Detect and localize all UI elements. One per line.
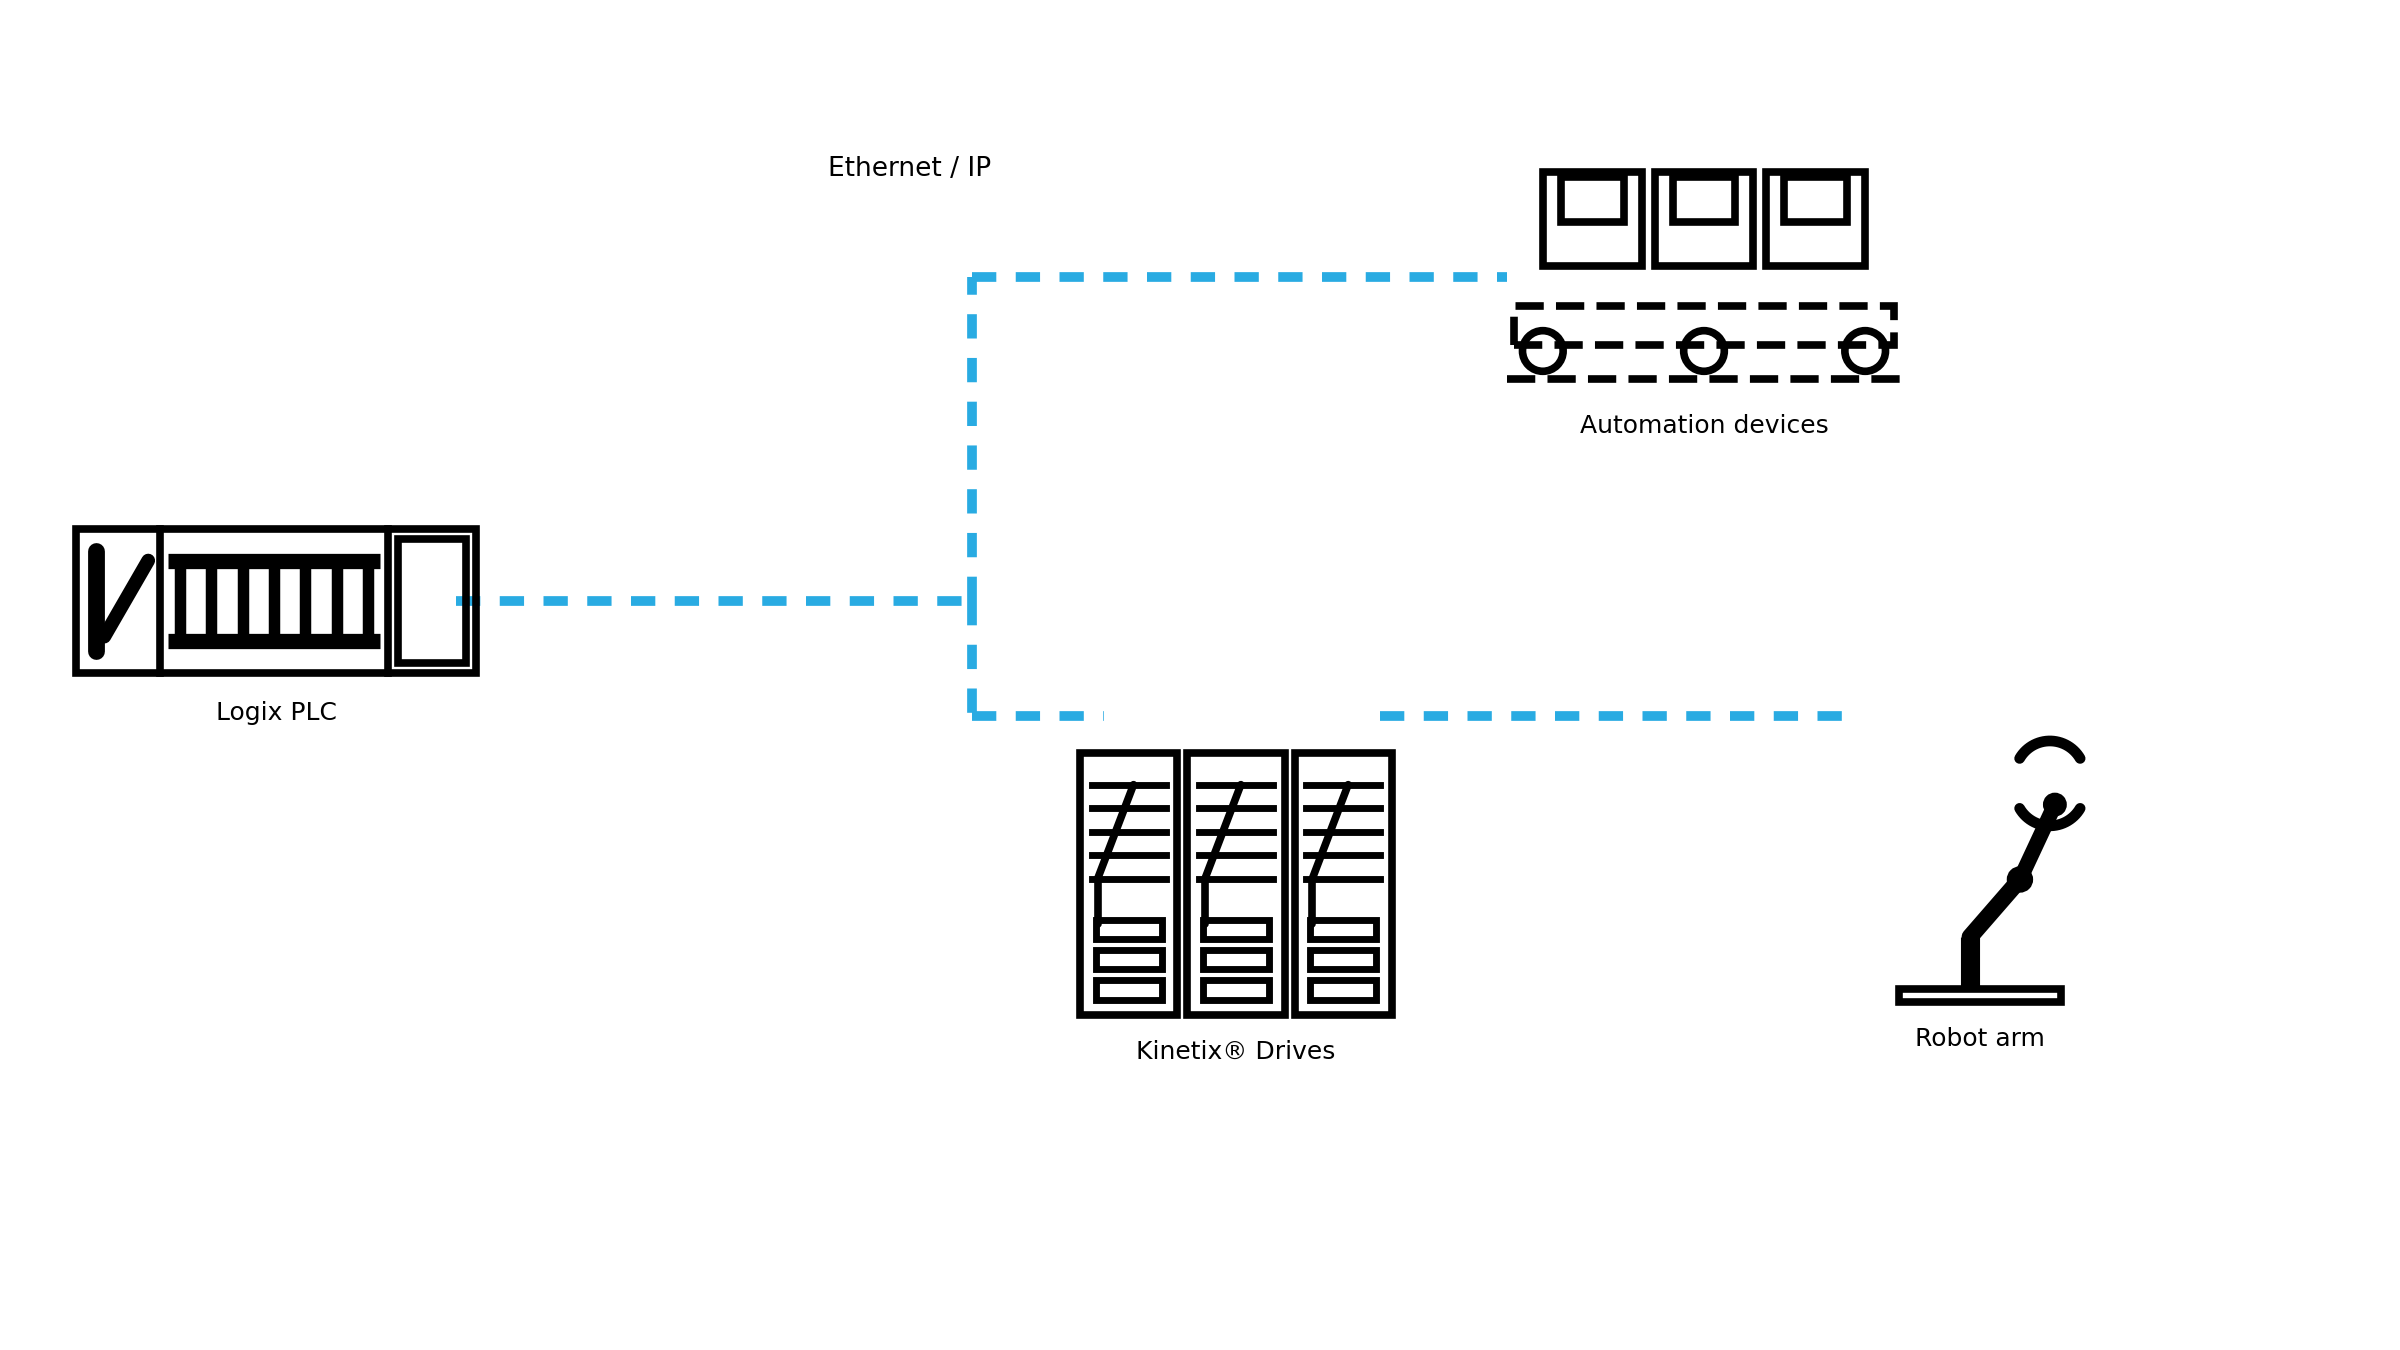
- Bar: [1094, 919, 1162, 940]
- Bar: [1310, 919, 1378, 940]
- Bar: [1094, 950, 1162, 969]
- Bar: [1783, 177, 1848, 221]
- Bar: [1560, 177, 1625, 221]
- Circle shape: [2011, 871, 2030, 888]
- Bar: [1656, 171, 1752, 266]
- Bar: [1310, 950, 1378, 969]
- Bar: [1094, 980, 1162, 999]
- Bar: [1294, 753, 1392, 1015]
- Circle shape: [2047, 796, 2064, 813]
- Bar: [1202, 919, 1270, 940]
- Bar: [1673, 177, 1735, 221]
- Bar: [1080, 753, 1178, 1015]
- Bar: [77, 529, 475, 672]
- Bar: [1202, 980, 1270, 999]
- Bar: [1514, 305, 1894, 344]
- Bar: [1188, 753, 1284, 1015]
- Text: Robot arm: Robot arm: [1915, 1027, 2045, 1050]
- Text: Kinetix® Drives: Kinetix® Drives: [1135, 1041, 1337, 1064]
- Text: Logix PLC: Logix PLC: [216, 701, 336, 725]
- Bar: [1898, 990, 2062, 1002]
- Bar: [1766, 171, 1865, 266]
- Text: Automation devices: Automation devices: [1579, 414, 1829, 437]
- Bar: [398, 539, 466, 663]
- Text: Ethernet / IP: Ethernet / IP: [828, 157, 991, 182]
- Bar: [1310, 980, 1378, 999]
- Bar: [1543, 171, 1642, 266]
- Bar: [1202, 950, 1270, 969]
